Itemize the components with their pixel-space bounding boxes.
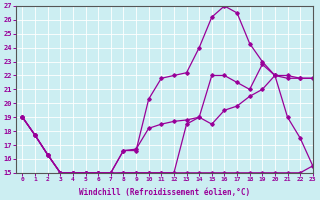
- X-axis label: Windchill (Refroidissement éolien,°C): Windchill (Refroidissement éolien,°C): [79, 188, 250, 197]
